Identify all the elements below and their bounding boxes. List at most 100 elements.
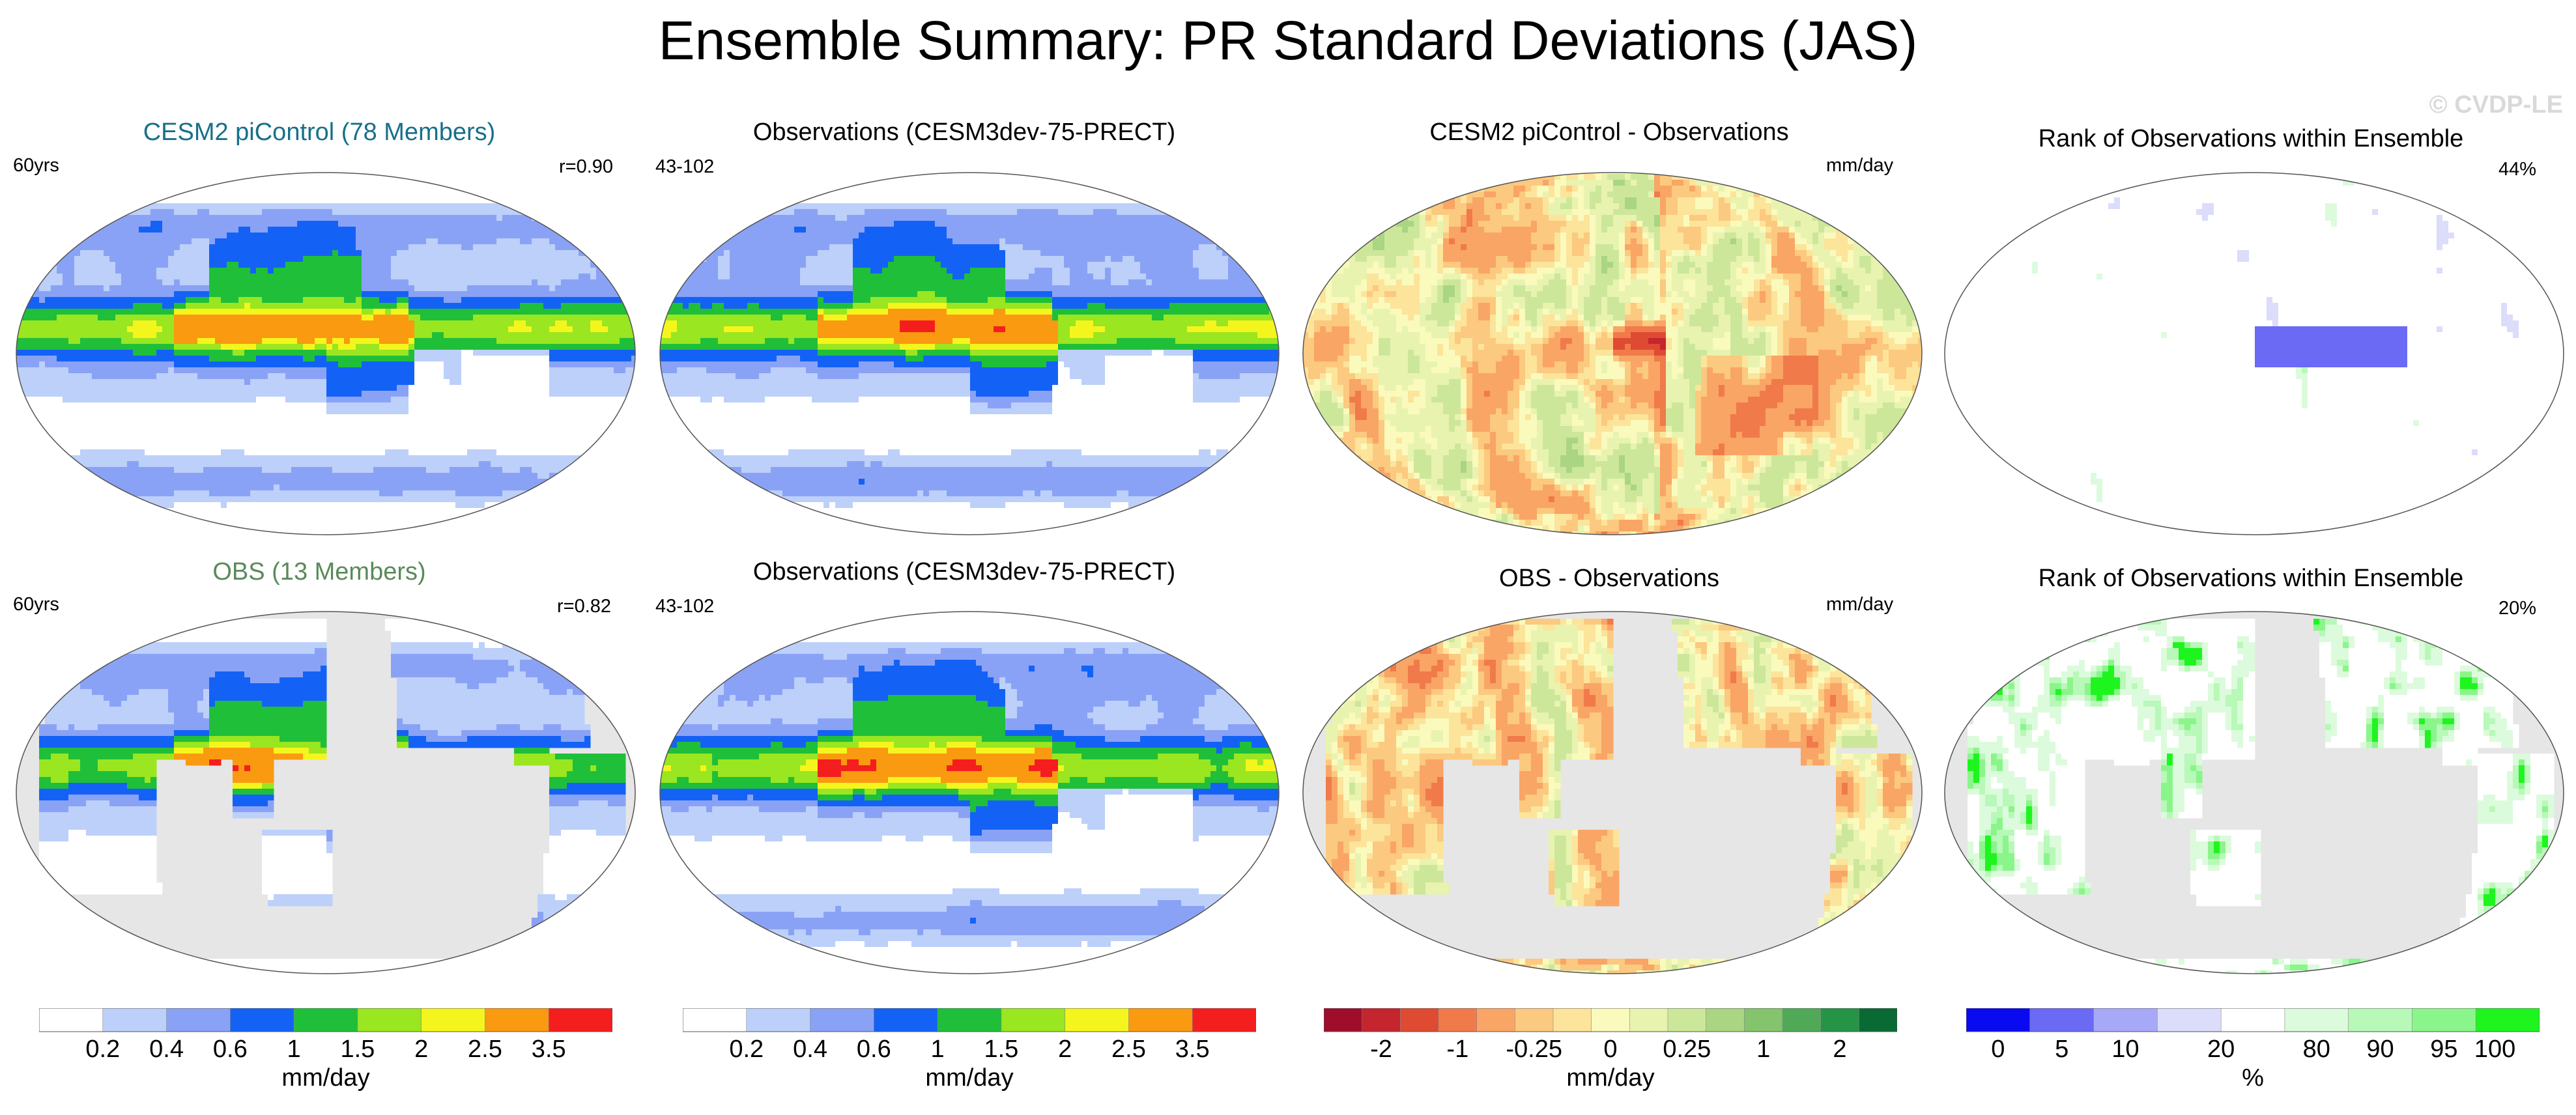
- panel-title-2: Observations (CESM3dev-75-PRECT): [645, 119, 1283, 147]
- colorbar-tick-label: 2: [1833, 1036, 1846, 1064]
- panel-right-text-3: mm/day: [1826, 155, 1893, 176]
- colorbar-tick-label: 20: [2207, 1036, 2235, 1064]
- colorbar-tick-label: 1.5: [340, 1036, 375, 1064]
- colorbar-swatch: [2284, 1008, 2349, 1032]
- panel-right-text-8: 20%: [2498, 598, 2536, 619]
- panel-title-4: Rank of Observations within Ensemble: [1932, 125, 2570, 153]
- colorbar-tick-label: 3.5: [532, 1036, 566, 1064]
- colorbar-swatch: [1966, 1008, 2031, 1032]
- colorbar-tick-label: 0.25: [1663, 1036, 1711, 1064]
- panel-left-text-5: 60yrs: [13, 594, 59, 615]
- panel-title-1: CESM2 piControl (78 Members): [0, 119, 638, 147]
- colorbar-tick-label: 90: [2366, 1036, 2394, 1064]
- colorbar-swatch: [1706, 1008, 1745, 1032]
- colorbar-unit: mm/day: [281, 1064, 369, 1092]
- colorbar-swatch: [1820, 1008, 1860, 1032]
- colorbar-swatch: [1324, 1008, 1363, 1032]
- map-cesm2-std: [16, 172, 636, 535]
- colorbar-tick-label: 1: [1756, 1036, 1770, 1064]
- watermark: © CVDP-LE: [2429, 91, 2563, 119]
- colorbar-tick-label: 5: [2055, 1036, 2068, 1064]
- colorbar-tick-label: 0: [1991, 1036, 2005, 1064]
- colorbar-swatch: [2220, 1008, 2285, 1032]
- colorbar-tick-label: 0.6: [213, 1036, 248, 1064]
- colorbar-tick-label: 100: [2474, 1036, 2515, 1064]
- colorbar-tick-label: 0.2: [729, 1036, 764, 1064]
- map-obs-members-std: [16, 611, 636, 974]
- colorbar-swatch: [874, 1008, 938, 1032]
- colorbar-swatch: [1859, 1008, 1897, 1032]
- colorbar-tick-label: -1: [1446, 1036, 1468, 1064]
- panel-right-text-1: r=0.90: [559, 156, 613, 178]
- colorbar-tick-label: 0.6: [857, 1036, 891, 1064]
- colorbar-swatch: [1001, 1008, 1066, 1032]
- panel-title-5: OBS (13 Members): [0, 558, 638, 586]
- colorbar-tick-label: 2: [1058, 1036, 1072, 1064]
- colorbar-swatch: [1400, 1008, 1439, 1032]
- colorbar-swatch: [2412, 1008, 2477, 1032]
- colorbar-tick-label: 95: [2430, 1036, 2457, 1064]
- colorbar-tick-label: 3.5: [1175, 1036, 1210, 1064]
- colorbar-swatch: [1629, 1008, 1668, 1032]
- colorbar-swatch: [810, 1008, 875, 1032]
- colorbar-tick-label: 10: [2111, 1036, 2139, 1064]
- colorbar-tick-label: 0.4: [149, 1036, 184, 1064]
- colorbar-swatch: [548, 1008, 612, 1032]
- panel-right-text-5: r=0.82: [557, 596, 611, 617]
- colorbar-swatch: [1438, 1008, 1478, 1032]
- colorbar-swatch: [1362, 1008, 1401, 1032]
- colorbar-std-2: [683, 1008, 1256, 1032]
- colorbar-swatch: [1667, 1008, 1707, 1032]
- map-obs-minus-obs: [1302, 611, 1923, 974]
- colorbar-swatch: [166, 1008, 231, 1032]
- colorbar-swatch: [1591, 1008, 1631, 1032]
- colorbar-swatch: [1515, 1008, 1554, 1032]
- map-obs-std-top: [659, 172, 1280, 535]
- colorbar-swatch: [937, 1008, 1002, 1032]
- colorbar-swatch: [357, 1008, 422, 1032]
- colorbar-swatch: [2093, 1008, 2158, 1032]
- map-rank-top: [1944, 172, 2564, 535]
- colorbar-tick-label: 0.4: [793, 1036, 827, 1064]
- colorbar-swatch: [2029, 1008, 2095, 1032]
- colorbar-tick-label: 0.2: [85, 1036, 120, 1064]
- colorbar-unit: mm/day: [1566, 1064, 1654, 1092]
- colorbar-swatch: [421, 1008, 486, 1032]
- colorbar-tick-label: 1.5: [984, 1036, 1018, 1064]
- colorbar-rank: [1966, 1008, 2540, 1032]
- colorbar-tick-label: 0: [1603, 1036, 1617, 1064]
- colorbar-swatch: [102, 1008, 167, 1032]
- panel-left-text-6: 43-102: [655, 596, 714, 617]
- colorbar-tick-label: 1: [931, 1036, 945, 1064]
- panel-title-3: CESM2 piControl - Observations: [1290, 119, 1928, 147]
- colorbar-tick-label: 2: [414, 1036, 428, 1064]
- panel-right-text-4: 44%: [2498, 159, 2536, 180]
- panel-left-text-1: 60yrs: [13, 155, 59, 176]
- colorbar-swatch: [746, 1008, 811, 1032]
- colorbar-tick-label: -2: [1370, 1036, 1392, 1064]
- colorbar-tick-label: 1: [287, 1036, 301, 1064]
- colorbar-swatch: [1782, 1008, 1822, 1032]
- map-cesm2-minus-obs: [1302, 172, 1923, 535]
- colorbar-swatch: [1553, 1008, 1592, 1032]
- colorbar-swatch: [683, 1008, 747, 1032]
- colorbar-swatch: [2157, 1008, 2222, 1032]
- colorbar-swatch: [1192, 1008, 1256, 1032]
- colorbar-swatch: [293, 1008, 358, 1032]
- colorbar-swatch: [485, 1008, 550, 1032]
- colorbar-swatch: [39, 1008, 104, 1032]
- panel-title-6: Observations (CESM3dev-75-PRECT): [645, 558, 1283, 586]
- panel-title-7: OBS - Observations: [1290, 565, 1928, 593]
- colorbar-swatch: [1744, 1008, 1783, 1032]
- colorbar-swatch: [2475, 1008, 2540, 1032]
- colorbar-tick-label: 2.5: [468, 1036, 502, 1064]
- colorbar-swatch: [2348, 1008, 2413, 1032]
- colorbar-std-1: [39, 1008, 612, 1032]
- colorbar-swatch: [1065, 1008, 1130, 1032]
- colorbar-tick-label: 80: [2303, 1036, 2330, 1064]
- colorbar-unit: mm/day: [925, 1064, 1013, 1092]
- colorbar-swatch: [230, 1008, 294, 1032]
- colorbar-swatch: [1128, 1008, 1194, 1032]
- colorbar-tick-label: -0.25: [1506, 1036, 1562, 1064]
- panel-title-8: Rank of Observations within Ensemble: [1932, 565, 2570, 593]
